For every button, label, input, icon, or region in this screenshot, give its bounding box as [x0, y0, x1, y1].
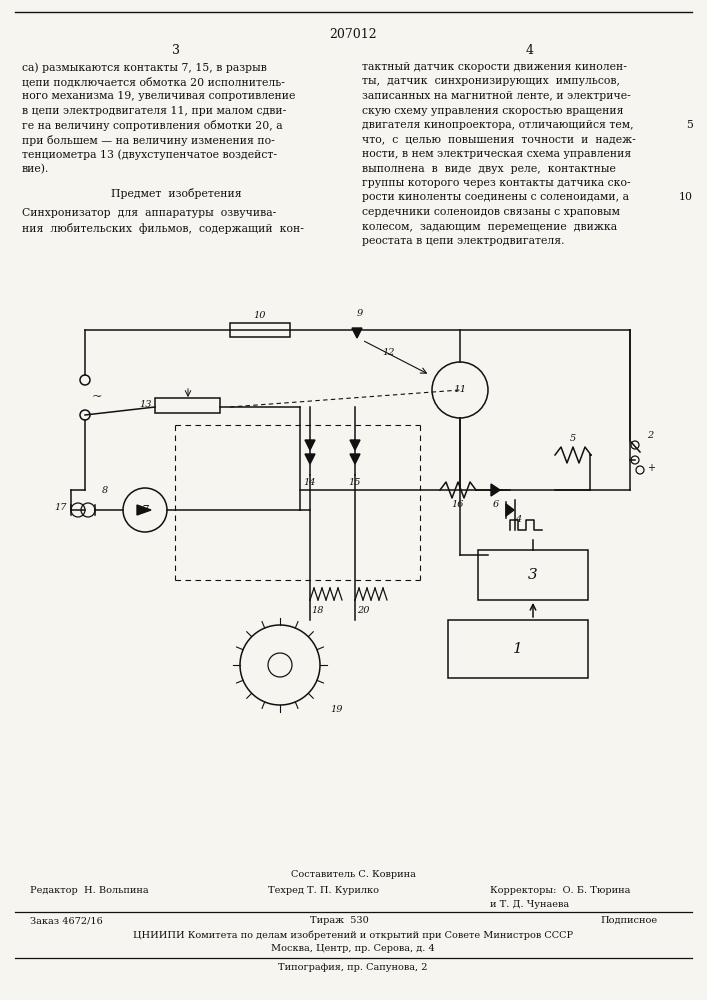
Text: выполнена  в  виде  двух  реле,  контактные: выполнена в виде двух реле, контактные — [362, 163, 616, 174]
Polygon shape — [137, 505, 151, 515]
Text: сердечники соленоидов связаны с храповым: сердечники соленоидов связаны с храповым — [362, 207, 620, 217]
Text: цепи подключается обмотка 20 исполнитель-: цепи подключается обмотка 20 исполнитель… — [22, 77, 285, 87]
Text: Москва, Центр, пр. Серова, д. 4: Москва, Центр, пр. Серова, д. 4 — [271, 944, 435, 953]
Text: двигателя кинопроектора, отличающийся тем,: двигателя кинопроектора, отличающийся те… — [362, 120, 633, 130]
Text: Составитель С. Коврина: Составитель С. Коврина — [291, 870, 416, 879]
Text: +: + — [647, 463, 655, 473]
Text: тактный датчик скорости движения кинолен-: тактный датчик скорости движения кинолен… — [362, 62, 627, 72]
Text: Предмет  изобретения: Предмет изобретения — [111, 188, 241, 199]
Text: ности, в нем электрическая схема управления: ности, в нем электрическая схема управле… — [362, 149, 631, 159]
Text: скую схему управления скоростью вращения: скую схему управления скоростью вращения — [362, 105, 624, 115]
Bar — [155, 398, 220, 413]
Text: 10: 10 — [254, 311, 267, 320]
Text: са) размыкаются контакты 7, 15, в разрыв: са) размыкаются контакты 7, 15, в разрыв — [22, 62, 267, 73]
Polygon shape — [506, 504, 514, 516]
Text: 19: 19 — [330, 705, 342, 714]
Text: ного механизма 19, увеличивая сопротивление: ного механизма 19, увеличивая сопротивле… — [22, 91, 296, 101]
Text: 8: 8 — [102, 486, 108, 495]
Text: 15: 15 — [349, 478, 361, 487]
Text: 5: 5 — [686, 120, 693, 130]
Text: 207012: 207012 — [329, 28, 377, 41]
Text: при большем — на величину изменения по-: при большем — на величину изменения по- — [22, 134, 275, 145]
Text: Редактор  Н. Вольпина: Редактор Н. Вольпина — [30, 886, 148, 895]
Text: реостата в цепи электродвигателя.: реостата в цепи электродвигателя. — [362, 236, 564, 246]
Polygon shape — [305, 454, 315, 464]
Polygon shape — [350, 454, 360, 464]
Text: 11: 11 — [453, 385, 467, 394]
Text: Подписное: Подписное — [600, 916, 657, 925]
Text: 2: 2 — [647, 430, 653, 440]
Bar — [230, 323, 290, 337]
Text: 12: 12 — [382, 348, 395, 357]
Text: 9: 9 — [357, 309, 363, 318]
Text: ты,  датчик  синхронизирующих  импульсов,: ты, датчик синхронизирующих импульсов, — [362, 77, 620, 87]
Text: 1: 1 — [513, 642, 523, 656]
Text: записанных на магнитной ленте, и электриче-: записанных на магнитной ленте, и электри… — [362, 91, 631, 101]
Text: рости киноленты соединены с соленоидами, а: рости киноленты соединены с соленоидами,… — [362, 192, 629, 202]
Text: 3: 3 — [528, 568, 538, 582]
Text: в цепи электродвигателя 11, при малом сдви-: в цепи электродвигателя 11, при малом сд… — [22, 105, 286, 115]
Text: 4: 4 — [515, 515, 521, 524]
Text: колесом,  задающим  перемещение  движка: колесом, задающим перемещение движка — [362, 222, 617, 232]
Text: ~: ~ — [92, 390, 103, 403]
Text: Тираж  530: Тираж 530 — [310, 916, 369, 925]
Text: Заказ 4672/16: Заказ 4672/16 — [30, 916, 103, 925]
Text: 5: 5 — [570, 434, 576, 443]
Text: 18: 18 — [312, 606, 325, 615]
Text: ге на величину сопротивления обмотки 20, а: ге на величину сопротивления обмотки 20,… — [22, 120, 283, 131]
Text: 20: 20 — [357, 606, 369, 615]
Text: 7: 7 — [141, 505, 148, 515]
Text: ЦНИИПИ Комитета по делам изобретений и открытий при Совете Министров СССР: ЦНИИПИ Комитета по делам изобретений и о… — [133, 930, 573, 940]
Text: тенциометра 13 (двухступенчатое воздейст-: тенциометра 13 (двухступенчатое воздейст… — [22, 149, 277, 160]
Text: 13: 13 — [139, 400, 152, 409]
Bar — [478, 550, 588, 600]
Text: Типография, пр. Сапунова, 2: Типография, пр. Сапунова, 2 — [279, 963, 428, 972]
Text: 3: 3 — [172, 44, 180, 57]
Text: 14: 14 — [304, 478, 316, 487]
Text: вие).: вие). — [22, 163, 49, 174]
Text: Синхронизатор  для  аппаратуры  озвучива-: Синхронизатор для аппаратуры озвучива- — [22, 209, 276, 219]
Text: 4: 4 — [526, 44, 534, 57]
Text: 6: 6 — [493, 500, 499, 509]
Text: Корректоры:  О. Б. Тюрина: Корректоры: О. Б. Тюрина — [490, 886, 631, 895]
Text: группы которого через контакты датчика ско-: группы которого через контакты датчика с… — [362, 178, 631, 188]
Text: ния  любительских  фильмов,  содержащий  кон-: ния любительских фильмов, содержащий кон… — [22, 223, 304, 234]
Polygon shape — [352, 328, 362, 338]
Text: Техред Т. П. Курилко: Техред Т. П. Курилко — [268, 886, 379, 895]
Polygon shape — [350, 440, 360, 450]
Polygon shape — [491, 484, 500, 496]
Text: 10: 10 — [679, 192, 693, 202]
Bar — [448, 620, 588, 678]
Text: 16: 16 — [452, 500, 464, 509]
Text: и Т. Д. Чунаева: и Т. Д. Чунаева — [490, 900, 569, 909]
Text: 17: 17 — [54, 504, 67, 512]
Text: что,  с  целью  повышения  точности  и  надеж-: что, с целью повышения точности и надеж- — [362, 134, 636, 144]
Polygon shape — [305, 440, 315, 450]
